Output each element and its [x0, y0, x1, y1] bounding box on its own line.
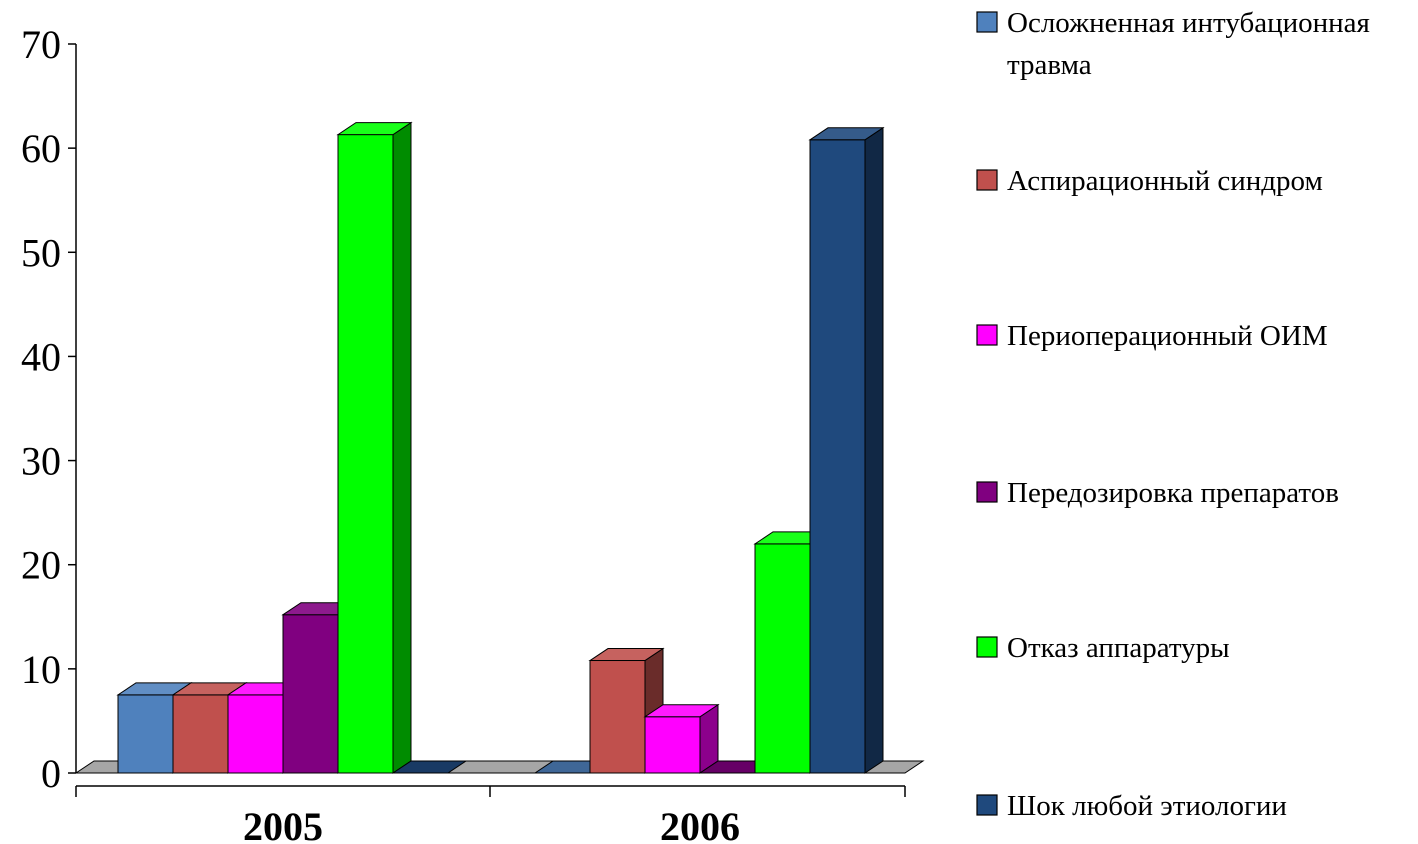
legend-item: Шок любой этиологии — [977, 790, 1287, 822]
legend-swatch — [977, 482, 997, 502]
bar-front — [810, 140, 865, 773]
y-tick-label: 50 — [21, 230, 61, 275]
y-tick-label: 60 — [21, 126, 61, 171]
bar — [645, 705, 718, 773]
legend-swatch — [977, 170, 997, 190]
legend-swatch — [977, 637, 997, 657]
bars — [118, 123, 883, 773]
bar — [338, 123, 411, 773]
legend-item: Аспирационный синдром — [977, 165, 1323, 197]
bar-front — [645, 717, 700, 773]
category-labels: 2005 2006 — [243, 804, 740, 844]
legend-item: Осложненная интубационная травма — [977, 7, 1370, 81]
legend-swatch — [977, 325, 997, 345]
legend-label: Аспирационный синдром — [1007, 165, 1323, 197]
bar-front — [590, 661, 645, 773]
y-tick-labels: 0 10 20 30 40 50 60 70 — [21, 22, 61, 796]
y-tick-label: 70 — [21, 22, 61, 67]
y-tick-label: 40 — [21, 334, 61, 379]
legend: Осложненная интубационная травма Аспирацио… — [977, 7, 1370, 822]
legend-item: Периоперационный ОИМ — [977, 320, 1328, 352]
legend-swatch — [977, 12, 997, 32]
bar-front — [338, 135, 393, 773]
y-tick-label: 20 — [21, 543, 61, 588]
bar-front — [118, 695, 173, 773]
legend-item: Передозировка препаратов — [977, 477, 1339, 509]
y-tick-label: 30 — [21, 439, 61, 484]
bar-front — [283, 615, 338, 773]
y-tick-label: 0 — [41, 751, 61, 796]
legend-label: Передозировка препаратов — [1007, 477, 1339, 509]
legend-item: Отказ аппаратуры — [977, 632, 1230, 664]
legend-label: Периоперационный ОИМ — [1007, 320, 1328, 352]
bar-side — [865, 128, 883, 773]
legend-label: Шок любой этиологии — [1007, 790, 1287, 822]
bar-front — [755, 544, 810, 773]
bar-front — [173, 695, 228, 773]
category-label: 2005 — [243, 804, 323, 844]
bar-side — [393, 123, 411, 773]
bar-front — [228, 695, 283, 773]
legend-label: Отказ аппаратуры — [1007, 632, 1230, 664]
y-tick-label: 10 — [21, 647, 61, 692]
legend-label: Осложненная интубационная — [1007, 7, 1370, 39]
legend-swatch — [977, 795, 997, 815]
category-label: 2006 — [660, 804, 740, 844]
bar — [810, 128, 883, 773]
legend-label: травма — [1007, 49, 1092, 81]
